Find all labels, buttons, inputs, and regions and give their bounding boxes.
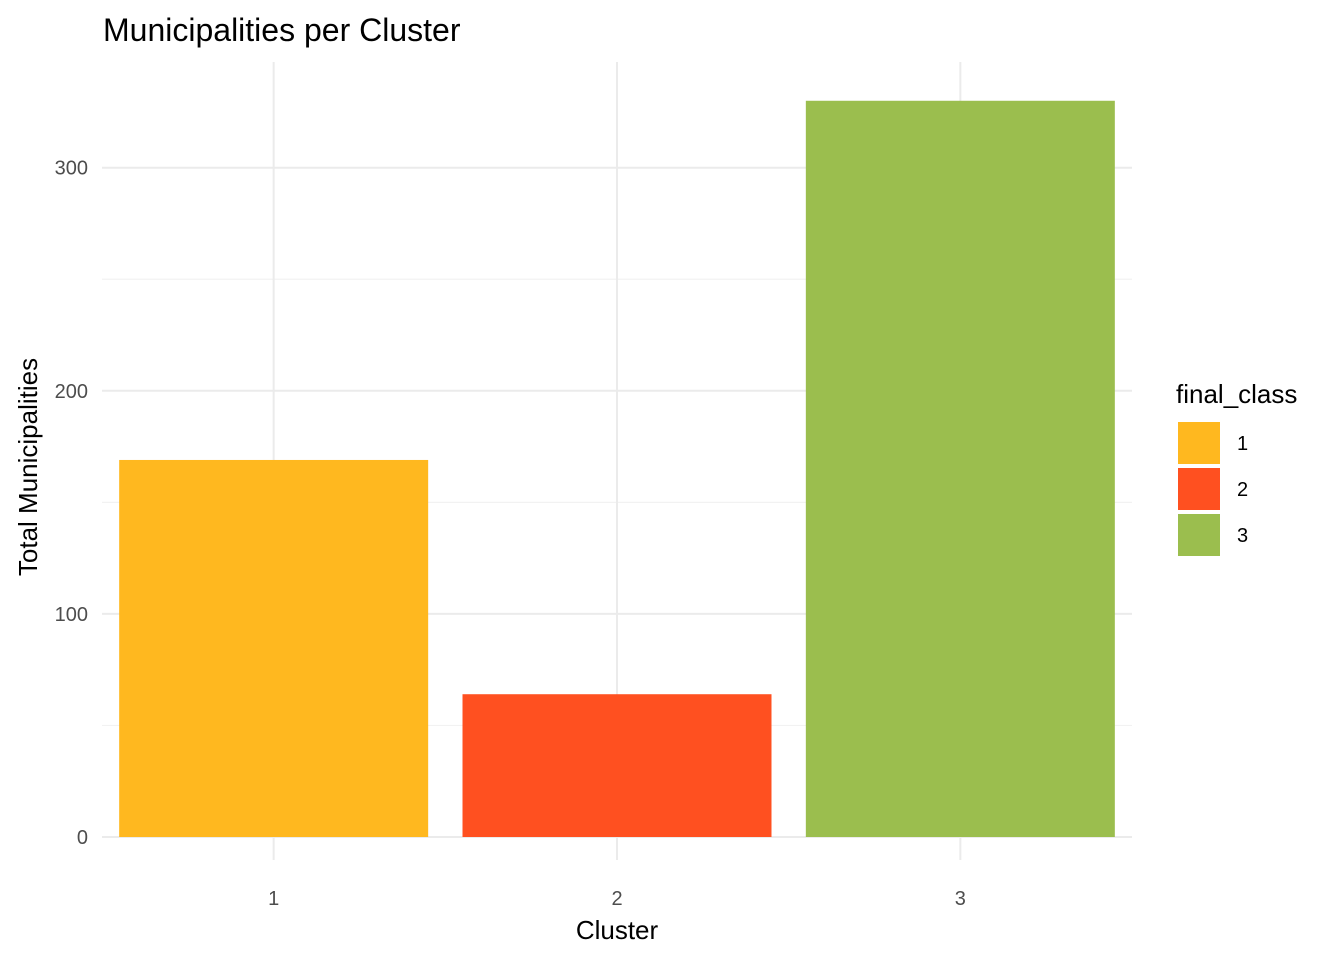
bar-cluster-1 [119,459,429,837]
x-tick-label: 3 [955,888,966,910]
y-axis-ticks: 0 100 200 300 [55,158,88,849]
legend-swatch-3 [1178,514,1220,556]
y-tick-label: 200 [55,381,88,403]
bar-cluster-3 [805,100,1115,837]
legend-entries: 1 2 3 [1178,422,1248,556]
legend-swatch-2 [1178,468,1220,510]
y-tick-label: 100 [55,604,88,626]
y-tick-label: 0 [77,827,88,849]
legend-label-1: 1 [1237,433,1248,455]
x-axis-ticks: 1 2 3 [268,888,966,910]
bar-cluster-2 [462,694,772,837]
chart-title: Municipalities per Cluster [103,12,461,48]
x-tick-label: 2 [611,888,622,910]
x-tick-label: 1 [268,888,279,910]
y-tick-label: 300 [55,158,88,180]
legend-swatch-1 [1178,422,1220,464]
legend-title: final_class [1176,379,1297,409]
x-axis-title: Cluster [576,915,659,945]
legend: final_class 1 2 3 [1176,379,1297,556]
bars [119,100,1115,837]
legend-label-2: 2 [1237,479,1248,501]
legend-label-3: 3 [1237,525,1248,547]
y-axis-title: Total Municipalities [13,358,43,576]
